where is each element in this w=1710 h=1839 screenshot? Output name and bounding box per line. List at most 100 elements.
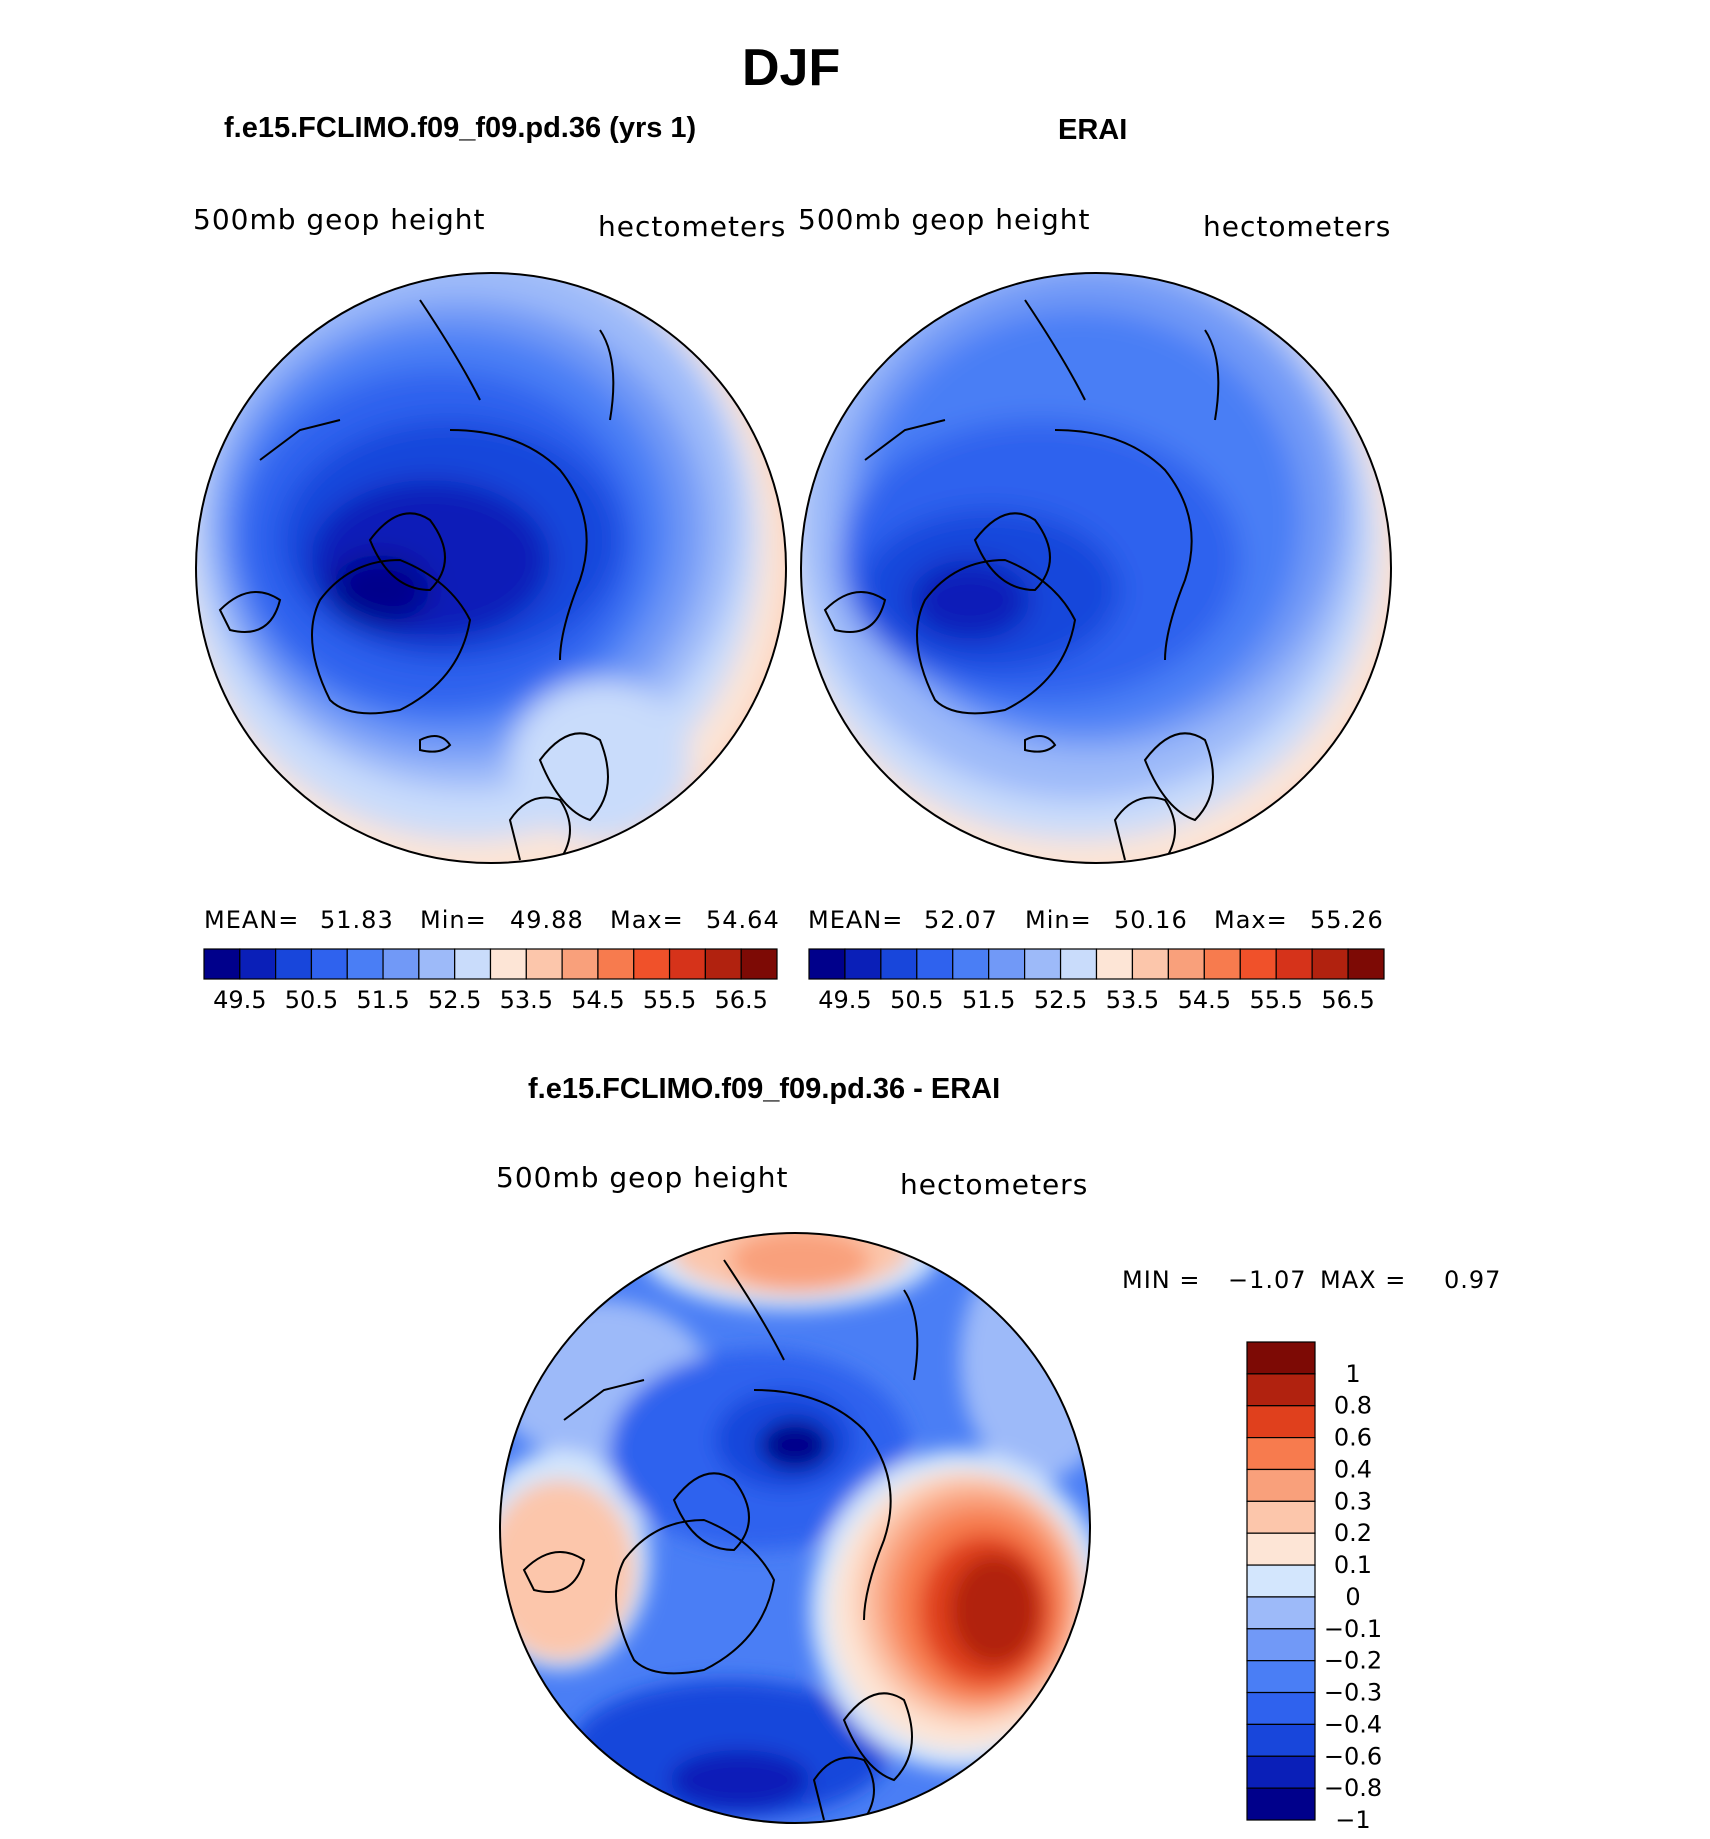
colorbar-tick-label: 52.5 — [1034, 986, 1087, 1014]
obs-colorbar: 49.5 50.5 51.5 52.5 53.5 54.5 55.5 56.5 — [808, 948, 1385, 1014]
diff-colorbar: 1 0.8 0.6 0.4 0.3 0.2 0.1 0 −0.1 −0.2 −0.3 −0.4 −0.6… — [1246, 1341, 1382, 1834]
model-units-label: hectometers — [598, 210, 787, 243]
colorbar-box — [382, 948, 420, 980]
diff-min-value: −1.07 — [1228, 1266, 1307, 1294]
model-variable-label: 500mb geop height — [193, 203, 486, 236]
colorbar-box — [1246, 1564, 1316, 1598]
colorbar-box — [952, 948, 990, 980]
model-mean-value: 51.83 — [320, 906, 394, 934]
colorbar-tick-label: 50.5 — [890, 986, 943, 1014]
colorbar-tick-label: −0.8 — [1324, 1774, 1382, 1802]
colorbar-tick-label: 0.3 — [1334, 1487, 1372, 1515]
colorbar-box — [310, 948, 348, 980]
colorbar-tick-label: −0.1 — [1324, 1615, 1382, 1643]
colorbar-box — [1246, 1628, 1316, 1662]
colorbar-tick-label: 53.5 — [1106, 986, 1159, 1014]
colorbar-box — [740, 948, 778, 980]
obs-min-label: Min= — [1025, 906, 1092, 934]
colorbar-tick-label: 0.8 — [1334, 1392, 1372, 1420]
colorbar-tick-label: 0.2 — [1334, 1519, 1372, 1547]
colorbar-tick-label: 51.5 — [962, 986, 1015, 1014]
colorbar-tick-label: −0.3 — [1324, 1679, 1382, 1707]
obs-mean-label: MEAN= — [808, 906, 904, 934]
colorbar-tick-label: 0.1 — [1334, 1551, 1372, 1579]
colorbar-tick-label: 55.5 — [1249, 986, 1302, 1014]
colorbar-tick-label: −0.2 — [1324, 1647, 1382, 1675]
model-min-value: 49.88 — [510, 906, 584, 934]
colorbar-box — [1239, 948, 1277, 980]
colorbar-box — [1246, 1787, 1316, 1821]
colorbar-tick-label: 1 — [1345, 1360, 1360, 1388]
diff-panel-title: f.e15.FCLIMO.f09_f09.pd.36 - ERAI — [528, 1073, 1001, 1105]
colorbar-box — [525, 948, 563, 980]
page-title: DJF — [742, 39, 841, 97]
obs-max-label: Max= — [1214, 906, 1288, 934]
colorbar-box — [1024, 948, 1062, 980]
colorbar-box — [275, 948, 313, 980]
model-panel-title: f.e15.FCLIMO.f09_f09.pd.36 (yrs 1) — [224, 112, 697, 144]
colorbar-box — [1246, 1723, 1316, 1757]
obs-mean-value: 52.07 — [924, 906, 998, 934]
colorbar-box — [1246, 1373, 1316, 1407]
colorbar-tick-label: 0.4 — [1334, 1455, 1372, 1483]
colorbar-box — [346, 948, 384, 980]
diff-map — [499, 1232, 1091, 1824]
colorbar-box — [203, 948, 241, 980]
colorbar-tick-label: 52.5 — [428, 986, 481, 1014]
diff-min-label: MIN = — [1122, 1266, 1201, 1294]
model-max-label: Max= — [610, 906, 684, 934]
colorbar-tick-label: −1 — [1335, 1806, 1370, 1834]
colorbar-tick-label: 49.5 — [818, 986, 871, 1014]
colorbar-box — [418, 948, 456, 980]
colorbar-tick-label: 49.5 — [213, 986, 266, 1014]
colorbar-tick-label: 56.5 — [714, 986, 767, 1014]
colorbar-box — [1059, 948, 1098, 980]
colorbar-tick-label: 54.5 — [571, 986, 624, 1014]
colorbar-box — [1246, 1755, 1316, 1789]
obs-min-value: 50.16 — [1114, 906, 1188, 934]
colorbar-box — [808, 948, 846, 980]
colorbar-box — [1203, 948, 1241, 980]
colorbar-box — [1311, 948, 1349, 980]
colorbar-box — [1246, 1405, 1316, 1439]
obs-panel-title: ERAI — [1058, 114, 1128, 146]
colorbar-box — [1246, 1468, 1316, 1502]
colorbar-box — [1246, 1341, 1316, 1375]
colorbar-box — [844, 948, 882, 980]
colorbar-tick-label: 51.5 — [356, 986, 409, 1014]
model-max-value: 54.64 — [706, 906, 780, 934]
colorbar-box — [1131, 948, 1169, 980]
colorbar-box — [561, 948, 599, 980]
colorbar-tick-label: 54.5 — [1178, 986, 1231, 1014]
colorbar-box — [988, 948, 1026, 980]
colorbar-box — [633, 948, 671, 980]
model-colorbar: 49.5 50.5 51.5 52.5 53.5 54.5 55.5 56.5 — [203, 948, 778, 1014]
model-map — [195, 272, 787, 864]
colorbar-box — [880, 948, 918, 980]
colorbar-box — [1246, 1500, 1316, 1534]
colorbar-tick-label: −0.4 — [1324, 1710, 1382, 1738]
obs-units-label: hectometers — [1203, 210, 1392, 243]
colorbar-box — [1246, 1532, 1316, 1566]
diff-max-value: 0.97 — [1444, 1266, 1502, 1294]
colorbar-tick-label: 50.5 — [285, 986, 338, 1014]
obs-variable-label: 500mb geop height — [798, 203, 1091, 236]
colorbar-tick-label: 55.5 — [643, 986, 696, 1014]
diff-max-label: MAX = — [1320, 1266, 1407, 1294]
colorbar-box — [454, 948, 492, 980]
colorbar-box — [1167, 948, 1205, 980]
obs-max-value: 55.26 — [1310, 906, 1384, 934]
colorbar-tick-label: 53.5 — [500, 986, 553, 1014]
colorbar-box — [1246, 1660, 1316, 1694]
colorbar-box — [1095, 948, 1134, 980]
colorbar-box — [1275, 948, 1313, 980]
colorbar-box — [1246, 1691, 1316, 1725]
colorbar-box — [489, 948, 527, 980]
colorbar-tick-label: 0.6 — [1334, 1424, 1372, 1452]
colorbar-box — [1246, 1596, 1316, 1630]
colorbar-box — [1347, 948, 1385, 980]
diff-units-label: hectometers — [900, 1168, 1089, 1201]
colorbar-tick-label: −0.6 — [1324, 1742, 1382, 1770]
model-min-label: Min= — [420, 906, 487, 934]
